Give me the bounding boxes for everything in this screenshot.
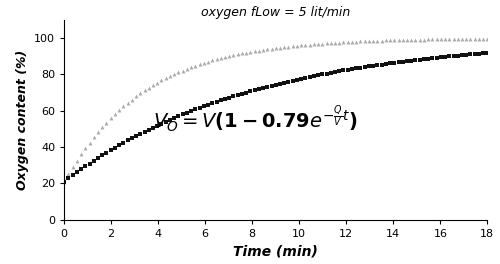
Y-axis label: Oxygen content (%): Oxygen content (%) [16,50,28,190]
Text: $\mathit{V_O}=\mathit{V}\mathbf{(1-0.79}e^{-\frac{\mathit{Q}}{\mathit{V}}\mathit: $\mathit{V_O}=\mathit{V}\mathbf{(1-0.79}… [154,104,358,135]
Title: oxygen fLow = 5 lit/min: oxygen fLow = 5 lit/min [201,6,350,18]
X-axis label: Time (min): Time (min) [234,244,318,258]
